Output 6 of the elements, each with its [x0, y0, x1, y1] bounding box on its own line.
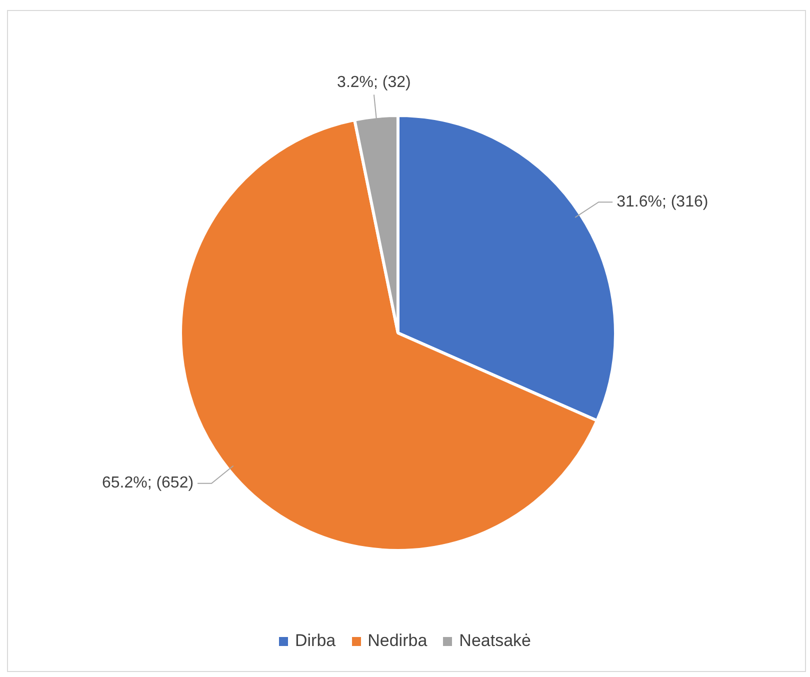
data-label: 31.6%; (316): [616, 194, 708, 211]
legend-label: Nedirba: [368, 631, 428, 651]
legend-label: Dirba: [295, 631, 336, 651]
legend-label: Neatsakė: [459, 631, 531, 651]
data-label: 3.2%; (32): [337, 74, 411, 92]
data-label: 65.2%; (652): [102, 474, 194, 492]
